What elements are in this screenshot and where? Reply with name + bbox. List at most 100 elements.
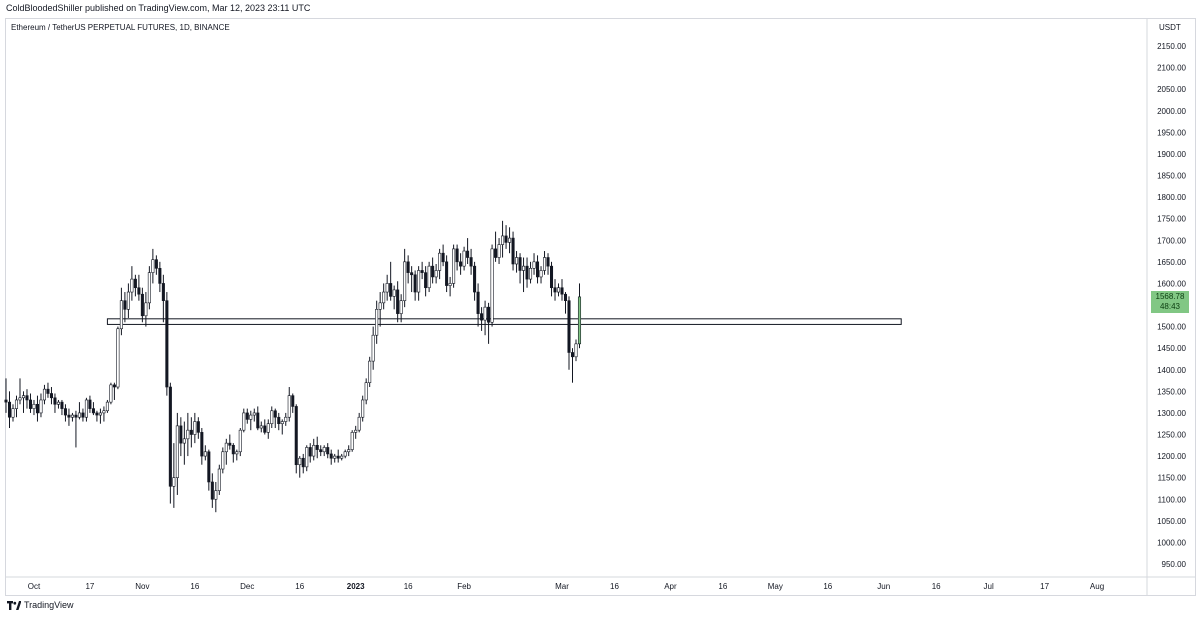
y-tick-label: 1150.00: [1158, 474, 1187, 483]
candle-body: [487, 306, 491, 323]
candle-body: [175, 425, 179, 478]
candle-body: [340, 455, 344, 459]
candle-body: [252, 412, 256, 416]
candle-body: [102, 410, 106, 414]
candle-body: [441, 252, 445, 263]
candle-body: [522, 265, 526, 271]
x-tick-label: Mar: [555, 582, 569, 591]
y-tick-label: 1250.00: [1157, 431, 1186, 440]
candle-body: [140, 293, 144, 317]
candle-body: [312, 444, 316, 457]
candle-body: [214, 490, 218, 500]
candle-body: [343, 451, 347, 457]
candle-body: [364, 382, 368, 401]
candle-body: [228, 442, 232, 446]
candle-body: [424, 272, 428, 289]
candle-body: [116, 328, 120, 388]
candle-body: [333, 455, 337, 459]
x-tick-label: Apr: [664, 582, 677, 591]
candle-body: [322, 447, 326, 453]
x-tick-label: 16: [610, 582, 619, 591]
candle-body: [483, 306, 487, 321]
x-tick-label: Jun: [877, 582, 890, 591]
candle-body: [46, 388, 50, 394]
candle-body: [270, 410, 274, 425]
y-tick-label: 1200.00: [1157, 452, 1186, 461]
candle-body: [25, 395, 29, 401]
chart-frame: [5, 18, 1196, 596]
candle-body: [266, 423, 270, 433]
x-tick-label: Oct: [28, 582, 41, 591]
candle-body: [382, 291, 386, 304]
candle-body: [438, 252, 442, 271]
candle-body: [403, 261, 407, 301]
y-tick-label: 1700.00: [1157, 236, 1186, 245]
x-tick-label: Dec: [240, 582, 254, 591]
candle-body: [238, 429, 242, 453]
x-tick-label: 17: [1040, 582, 1049, 591]
y-tick-label: 1950.00: [1157, 128, 1186, 137]
candle-body: [91, 408, 95, 414]
candle-body: [35, 403, 39, 414]
candle-body: [385, 283, 389, 293]
candle-body: [455, 248, 459, 263]
candle-body: [284, 416, 288, 422]
candle-body: [53, 397, 57, 405]
candle-body: [556, 287, 561, 293]
candle-body: [326, 447, 330, 455]
support-zone-rectangle: [106, 318, 902, 325]
tradingview-footer[interactable]: TradingView: [7, 600, 74, 610]
candle-body: [168, 386, 172, 487]
y-tick-label: 1850.00: [1157, 172, 1186, 181]
y-tick-label: 1400.00: [1157, 366, 1186, 375]
candle-body: [315, 444, 319, 450]
candle-body: [532, 261, 536, 269]
candle-body: [88, 399, 92, 409]
candle-body: [469, 257, 473, 267]
y-tick-label: 1050.00: [1157, 517, 1186, 526]
y-tick-label: 1900.00: [1157, 150, 1186, 159]
candle-body: [7, 401, 12, 418]
candle-body: [410, 272, 414, 276]
candle-body: [431, 265, 435, 278]
y-tick-label: 950.00: [1162, 560, 1187, 569]
y-tick-label: 1500.00: [1157, 323, 1186, 332]
candle-body: [371, 334, 375, 362]
candle-body: [235, 451, 239, 455]
candle-body: [147, 272, 151, 304]
candle-body: [256, 412, 260, 429]
candle-body: [329, 453, 333, 459]
candle-body: [361, 399, 365, 418]
candle-body: [417, 270, 421, 293]
candle-body: [137, 287, 141, 295]
candle-body: [63, 408, 67, 416]
candle-body: [445, 261, 449, 286]
candle-body: [189, 429, 193, 435]
y-tick-label: 2150.00: [1157, 42, 1186, 51]
x-tick-label: 16: [190, 582, 199, 591]
candle-body: [158, 268, 162, 284]
candle-body: [504, 235, 508, 243]
candle-body: [490, 248, 494, 323]
x-tick-label: 16: [295, 582, 304, 591]
candle-body: [553, 287, 557, 293]
y-tick-label: 2050.00: [1157, 85, 1186, 94]
candle-body: [336, 455, 340, 459]
candle-body: [546, 257, 550, 267]
candle-body: [249, 414, 253, 420]
candle-body: [560, 287, 564, 295]
candle-body: [14, 399, 19, 409]
y-tick-label: 2000.00: [1157, 107, 1186, 116]
candle-body: [130, 278, 134, 293]
candle-body: [77, 412, 81, 418]
candle-body: [466, 250, 470, 258]
candle-body: [508, 237, 512, 243]
candle-body: [574, 343, 578, 358]
candle-body: [81, 412, 85, 418]
currency-label: USDT: [1159, 23, 1181, 32]
candle-body: [389, 283, 393, 297]
symbol-title[interactable]: Ethereum / TetherUS PERPETUAL FUTURES, 1…: [11, 23, 230, 32]
candle-body: [221, 451, 225, 470]
candle-body: [32, 403, 36, 409]
